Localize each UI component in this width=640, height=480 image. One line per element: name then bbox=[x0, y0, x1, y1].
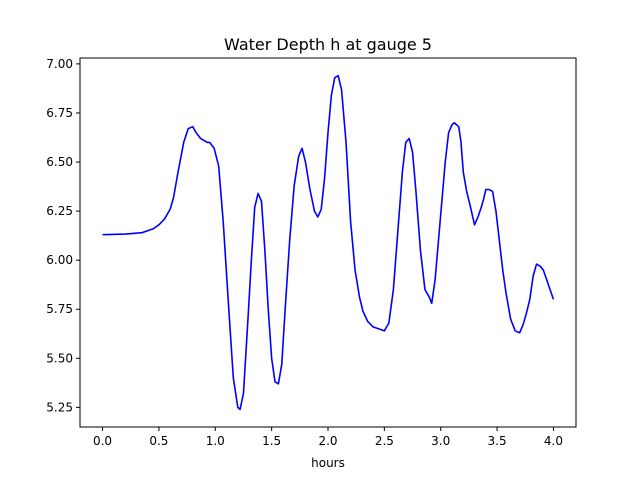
x-tick-label: 0.0 bbox=[93, 434, 112, 448]
x-tick-label: 2.0 bbox=[318, 434, 337, 448]
series-line bbox=[102, 74, 555, 411]
y-tick-label: 6.00 bbox=[46, 253, 73, 267]
y-axis: 5.25 5.50 5.75 6.00 6.25 6.50 6.75 7.00 bbox=[46, 57, 80, 414]
y-tick-label: 6.50 bbox=[46, 155, 73, 169]
y-tick-label: 6.25 bbox=[46, 204, 73, 218]
x-tick-label: 1.5 bbox=[262, 434, 281, 448]
y-tick-label: 5.75 bbox=[46, 302, 73, 316]
chart-title: Water Depth h at gauge 5 bbox=[224, 35, 432, 54]
x-axis-label: hours bbox=[311, 456, 345, 470]
x-tick-label: 3.0 bbox=[431, 434, 450, 448]
x-tick-label: 0.5 bbox=[149, 434, 168, 448]
y-tick-label: 7.00 bbox=[46, 57, 73, 71]
y-tick-label: 6.75 bbox=[46, 106, 73, 120]
x-tick-label: 1.0 bbox=[206, 434, 225, 448]
y-tick-label: 5.25 bbox=[46, 400, 73, 414]
x-tick-label: 3.5 bbox=[488, 434, 507, 448]
x-tick-label: 2.5 bbox=[375, 434, 394, 448]
y-tick-label: 5.50 bbox=[46, 351, 73, 365]
x-tick-label: 4.0 bbox=[544, 434, 563, 448]
x-axis: 0.0 0.5 1.0 1.5 2.0 2.5 3.0 3.5 4.0 bbox=[93, 427, 563, 448]
